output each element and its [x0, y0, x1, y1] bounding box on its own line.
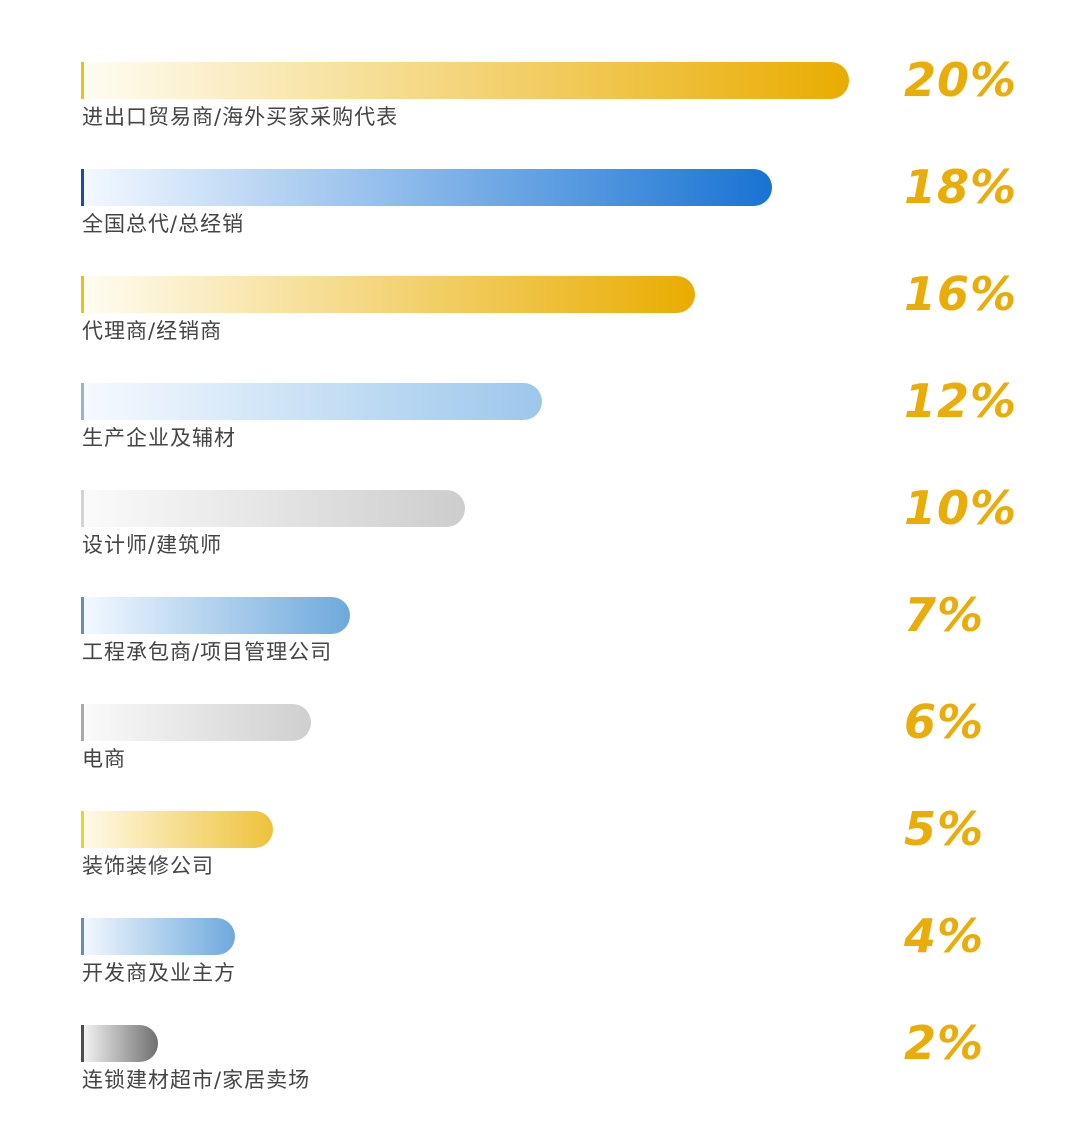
- category-label: 连锁建材超市/家居卖场: [82, 1068, 311, 1092]
- percent-label: 10%: [904, 481, 1018, 535]
- category-label: 全国总代/总经销: [82, 212, 245, 236]
- bar: [81, 276, 696, 313]
- percent-label: 12%: [904, 374, 1018, 428]
- bar-row: 连锁建材超市/家居卖场 2%: [0, 1017, 1080, 1105]
- category-label: 设计师/建筑师: [82, 533, 223, 557]
- bar-row: 电商 6%: [0, 696, 1080, 784]
- percent-label: 16%: [904, 267, 1018, 321]
- bar-row: 工程承包商/项目管理公司 7%: [0, 589, 1080, 677]
- bar: [81, 169, 773, 206]
- bar: [81, 811, 273, 848]
- bar-row: 代理商/经销商 16%: [0, 268, 1080, 356]
- bar-row: 设计师/建筑师 10%: [0, 482, 1080, 570]
- bar-edge: [81, 62, 84, 99]
- category-label: 电商: [82, 747, 126, 771]
- bar-edge: [81, 597, 84, 634]
- percent-label: 5%: [904, 802, 985, 856]
- bar-row: 开发商及业主方 4%: [0, 910, 1080, 998]
- category-label: 生产企业及辅材: [82, 426, 236, 450]
- bar-row: 进出口贸易商/海外买家采购代表 20%: [0, 54, 1080, 142]
- percent-label: 4%: [904, 909, 985, 963]
- bar: [81, 383, 542, 420]
- percent-label: 7%: [904, 588, 985, 642]
- bar-row: 全国总代/总经销 18%: [0, 161, 1080, 249]
- category-label: 工程承包商/项目管理公司: [82, 640, 333, 664]
- bar-edge: [81, 918, 84, 955]
- bar-row: 装饰装修公司 5%: [0, 803, 1080, 891]
- bar-edge: [81, 276, 84, 313]
- bar-edge: [81, 811, 84, 848]
- bar: [81, 597, 350, 634]
- bar-row: 生产企业及辅材 12%: [0, 375, 1080, 463]
- category-label: 开发商及业主方: [82, 961, 236, 985]
- percent-label: 18%: [904, 160, 1018, 214]
- bar: [81, 918, 235, 955]
- bar: [81, 62, 849, 99]
- percent-label: 2%: [904, 1016, 985, 1070]
- bar-edge: [81, 704, 84, 741]
- bar: [81, 1025, 158, 1062]
- bar: [81, 704, 312, 741]
- percent-label: 20%: [904, 53, 1018, 107]
- category-label: 装饰装修公司: [82, 854, 214, 878]
- percent-label: 6%: [904, 695, 985, 749]
- category-label: 进出口贸易商/海外买家采购代表: [82, 105, 399, 129]
- bar-edge: [81, 383, 84, 420]
- bar-edge: [81, 490, 84, 527]
- category-label: 代理商/经销商: [82, 319, 223, 343]
- bar: [81, 490, 465, 527]
- bar-edge: [81, 1025, 84, 1062]
- bar-edge: [81, 169, 84, 206]
